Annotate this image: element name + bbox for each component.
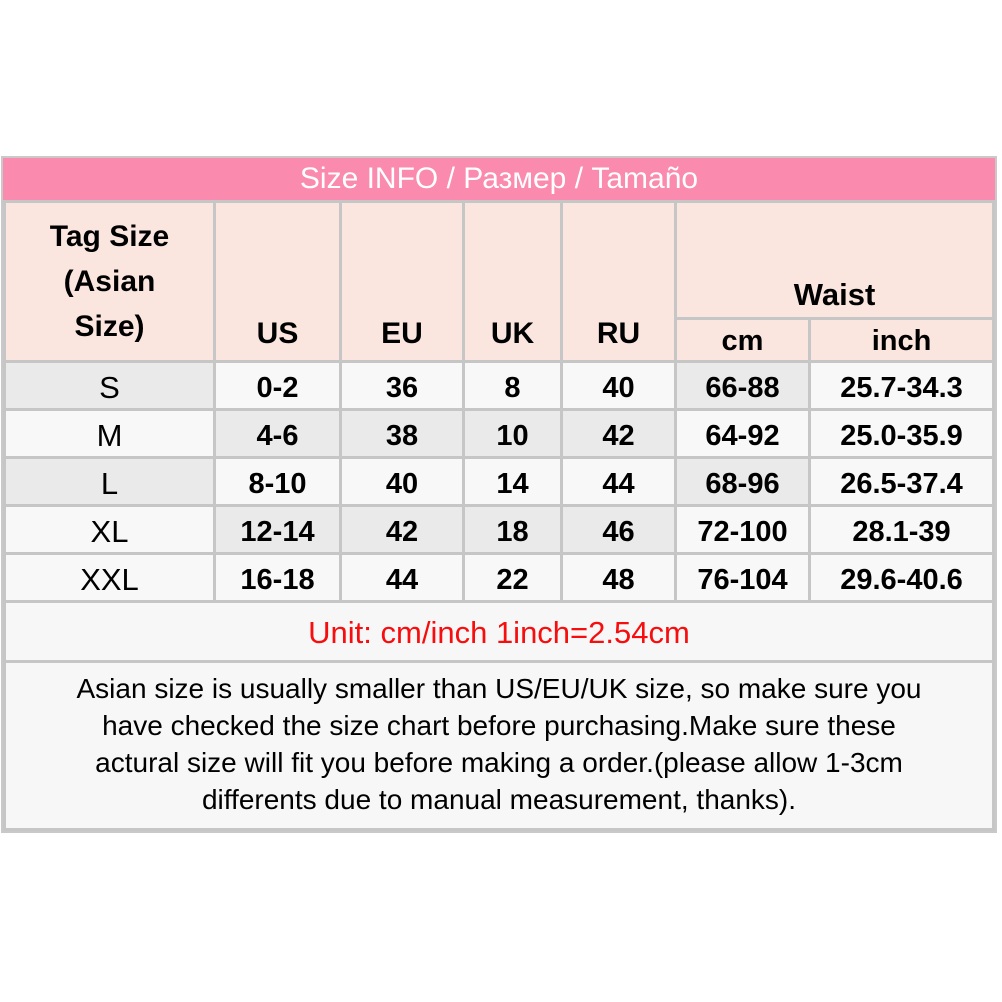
banner-title: Size INFO / Размер / Tamaño (3, 158, 995, 200)
waist-inch-cell: 25.7-34.3 (808, 360, 995, 411)
uk-cell: 10 (462, 408, 563, 459)
header-row-main: Tag Size (Asian Size) US EU UK RU Waist (3, 200, 995, 363)
waist-inch-cell: 28.1-39 (808, 504, 995, 555)
waist-cm-cell: 68-96 (674, 456, 811, 507)
waist-cm-cell: 64-92 (674, 408, 811, 459)
eu-cell: 38 (339, 408, 465, 459)
header-waist-inch: inch (808, 317, 995, 363)
ru-cell: 40 (560, 360, 677, 411)
header-tag-size-line: Tag Size (49, 220, 170, 253)
tag-size-cell: XL (3, 504, 216, 555)
size-row-xl: XL 12-14 42 18 46 72-100 28.1-39 (3, 504, 995, 555)
header-tag-size-line: Size) (74, 310, 145, 343)
header-row-units: cm inch (5, 317, 995, 363)
tag-size-cell: S (3, 360, 216, 411)
footer-note-line: have checked the size chart before purch… (102, 710, 896, 741)
ru-cell: 44 (560, 456, 677, 507)
unit-row: Unit: cm/inch 1inch=2.54cm (3, 600, 995, 663)
eu-cell: 44 (339, 552, 465, 603)
uk-cell: 22 (462, 552, 563, 603)
eu-cell: 40 (339, 456, 465, 507)
size-row-s: S 0-2 36 8 40 66-88 25.7-34.3 (3, 360, 995, 411)
header-waist-cm: cm (674, 317, 811, 363)
uk-cell: 8 (462, 360, 563, 411)
tag-size-cell: L (3, 456, 216, 507)
ru-cell: 42 (560, 408, 677, 459)
size-chart-sheet: Size INFO / Размер / Tamaño Tag Size (As… (1, 156, 997, 833)
footer-note: Asian size is usually smaller than US/EU… (3, 660, 995, 831)
us-cell: 16-18 (213, 552, 342, 603)
waist-cm-cell: 76-104 (674, 552, 811, 603)
header-us: US (213, 200, 342, 363)
us-cell: 0-2 (213, 360, 342, 411)
size-row-l: L 8-10 40 14 44 68-96 26.5-37.4 (3, 456, 995, 507)
ru-cell: 46 (560, 504, 677, 555)
header-uk: UK (462, 200, 563, 363)
header-eu: EU (339, 200, 465, 363)
uk-cell: 14 (462, 456, 563, 507)
size-table: Tag Size (Asian Size) US EU UK RU Waist … (3, 200, 995, 831)
header-ru: RU (560, 200, 677, 363)
waist-cm-cell: 72-100 (674, 504, 811, 555)
uk-cell: 18 (462, 504, 563, 555)
waist-inch-cell: 26.5-37.4 (808, 456, 995, 507)
header-waist: Waist (674, 200, 995, 320)
size-row-m: M 4-6 38 10 42 64-92 25.0-35.9 (3, 408, 995, 459)
ru-cell: 48 (560, 552, 677, 603)
us-cell: 4-6 (213, 408, 342, 459)
footer-note-line: differents due to manual measurement, th… (201, 784, 797, 815)
eu-cell: 42 (339, 504, 465, 555)
us-cell: 12-14 (213, 504, 342, 555)
waist-inch-cell: 29.6-40.6 (808, 552, 995, 603)
footer-note-line: Asian size is usually smaller than US/EU… (76, 673, 922, 704)
header-tag-size-line: (Asian (63, 265, 156, 298)
size-row-xxl: XXL 16-18 44 22 48 76-104 29.6-40.6 (3, 552, 995, 603)
footer-note-line: actural size will fit you before making … (95, 747, 903, 778)
us-cell: 8-10 (213, 456, 342, 507)
unit-note: Unit: cm/inch 1inch=2.54cm (3, 600, 995, 663)
eu-cell: 36 (339, 360, 465, 411)
tag-size-cell: XXL (3, 552, 216, 603)
tag-size-cell: M (3, 408, 216, 459)
waist-inch-cell: 25.0-35.9 (808, 408, 995, 459)
waist-cm-cell: 66-88 (674, 360, 811, 411)
header-tag-size: Tag Size (Asian Size) (3, 200, 216, 363)
note-row: Asian size is usually smaller than US/EU… (3, 660, 995, 831)
